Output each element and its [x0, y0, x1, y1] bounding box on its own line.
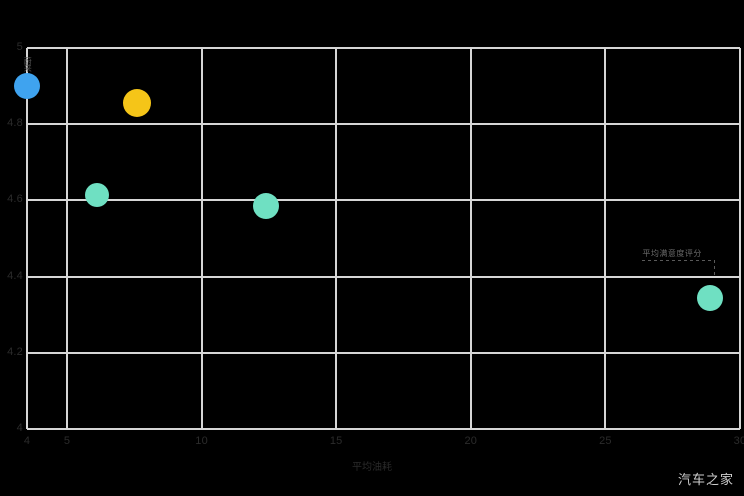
gridline-vertical — [469, 48, 472, 429]
gridline-vertical — [200, 48, 203, 429]
y-axis-tick-label: 4.2 — [7, 345, 23, 358]
gridline-horizontal — [27, 351, 740, 354]
data-point-bubble[interactable] — [697, 284, 724, 311]
x-axis-tick-label: 5 — [63, 435, 71, 447]
data-point-bubble[interactable] — [14, 73, 40, 100]
watermark: 汽车之家 — [677, 473, 734, 488]
y-axis-tick-label: 4 — [16, 422, 23, 434]
gridline-vertical — [604, 48, 607, 429]
x-axis-line — [27, 428, 740, 430]
x-axis-tick-label: 15 — [329, 435, 343, 447]
x-axis-title: 平均油耗 — [352, 462, 392, 473]
x-axis-tick-label: 20 — [464, 435, 478, 447]
x-axis-tick-label: 10 — [195, 435, 208, 447]
point-annotation: 平均满意度评分 — [642, 248, 702, 258]
data-point-bubble[interactable] — [84, 182, 109, 207]
x-axis-tick-label: 25 — [599, 435, 612, 447]
gridline-horizontal — [27, 47, 740, 49]
y-axis-tick-label: 5 — [16, 41, 23, 53]
data-point-bubble[interactable] — [253, 193, 280, 220]
y-axis-tick-label: 4.4 — [7, 269, 23, 282]
y-axis-tick-label: 4.8 — [7, 117, 23, 130]
y-axis-tick-label: 4.6 — [7, 193, 23, 206]
gridline-vertical — [26, 48, 28, 429]
gridline-horizontal — [27, 275, 740, 278]
gridline-vertical — [739, 48, 741, 429]
x-axis-tick-label: 30 — [733, 435, 744, 447]
plot-area — [26, 47, 741, 430]
annotation-leader-tick — [714, 259, 716, 276]
gridline-vertical — [335, 48, 338, 429]
x-axis-tick-label: 4 — [23, 435, 31, 447]
gridline-vertical — [66, 48, 68, 429]
annotation-leader-line — [642, 259, 715, 261]
gridline-horizontal — [27, 123, 740, 126]
point-annotation: 蔚来 — [23, 57, 33, 72]
gridline-horizontal — [27, 199, 740, 202]
data-point-bubble[interactable] — [122, 89, 151, 118]
